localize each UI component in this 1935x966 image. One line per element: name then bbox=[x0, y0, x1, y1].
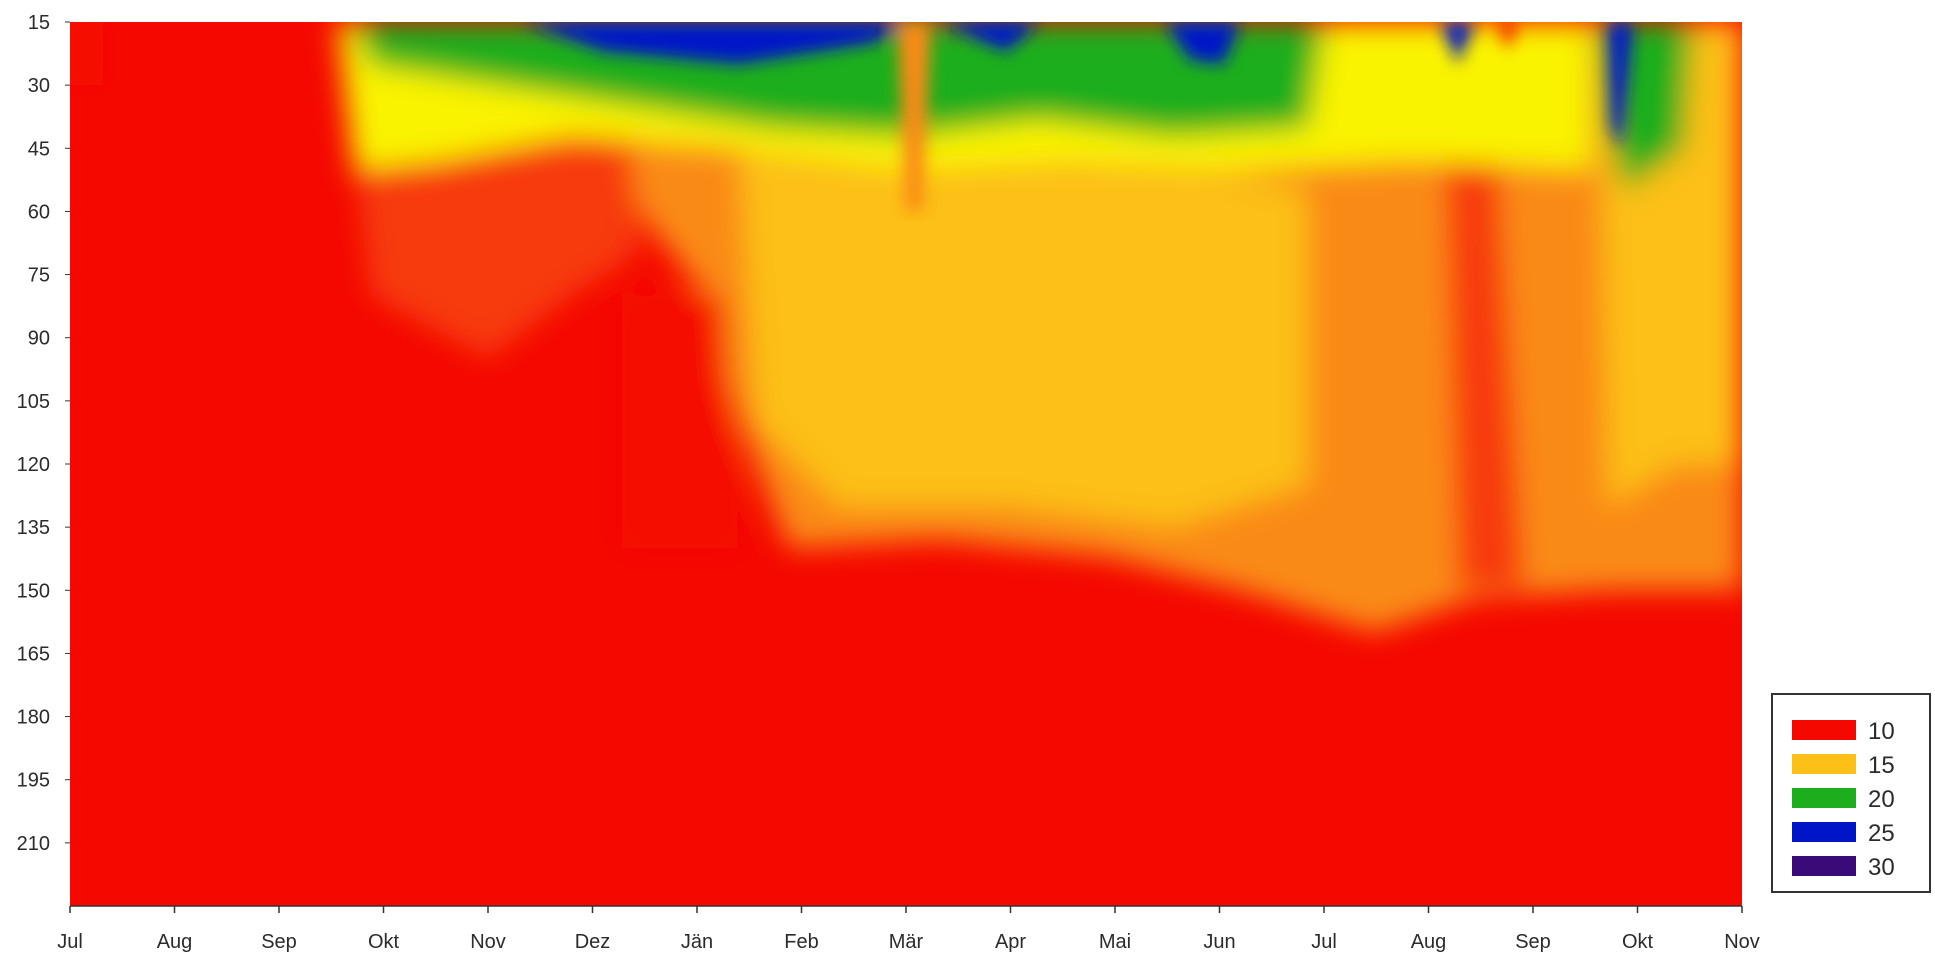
heatmap-blue-winter-patch bbox=[521, 22, 906, 65]
heatmap-yelloworange-field bbox=[738, 127, 1308, 528]
x-tick-label: Nov bbox=[1724, 931, 1760, 953]
legend-swatch bbox=[1792, 788, 1856, 808]
y-tick-label: 60 bbox=[28, 201, 50, 223]
x-tick-label: Dez bbox=[575, 931, 611, 953]
legend-swatch bbox=[1792, 720, 1856, 740]
x-tick-label: Jun bbox=[1203, 931, 1235, 953]
x-tick-label: Jän bbox=[681, 931, 713, 953]
y-tick-label: 195 bbox=[17, 770, 50, 792]
heatmap-aug-red-spot bbox=[1499, 22, 1517, 52]
x-tick-label: Okt bbox=[368, 931, 400, 953]
legend-label: 20 bbox=[1868, 786, 1895, 813]
axes: 15 30 45 60 75 90 105 120 135 150 165 180 195 210 Jul A… bbox=[17, 12, 1760, 953]
x-tick-label: Sep bbox=[261, 931, 297, 953]
x-tick-label: Okt bbox=[1622, 931, 1654, 953]
heatmap-blue-june-patch bbox=[1165, 22, 1241, 65]
x-tick-label: Aug bbox=[157, 931, 193, 953]
y-tick-label: 90 bbox=[28, 328, 50, 350]
y-tick-label: 105 bbox=[17, 391, 50, 413]
y-tick-label: 180 bbox=[17, 707, 50, 729]
y-tick-label: 75 bbox=[28, 265, 50, 287]
legend-label: 30 bbox=[1868, 854, 1895, 881]
legend-swatch bbox=[1792, 754, 1856, 774]
heatmap-blue-august-patch bbox=[1441, 22, 1475, 65]
y-tick-label: 150 bbox=[17, 580, 50, 602]
y-tick-label: 135 bbox=[17, 517, 50, 539]
x-tick-label: Mai bbox=[1099, 931, 1131, 953]
heatmap-red-january-tongue bbox=[621, 295, 739, 549]
x-tick-label: Apr bbox=[995, 931, 1026, 953]
legend-swatch bbox=[1792, 822, 1856, 842]
heatmap-green-surface-band bbox=[354, 22, 1324, 136]
y-tick-label: 210 bbox=[17, 833, 50, 855]
heatmap-july-corner bbox=[70, 22, 104, 86]
x-tick-label: Nov bbox=[470, 931, 506, 953]
x-tick-label: Aug bbox=[1411, 931, 1447, 953]
legend-swatch bbox=[1792, 856, 1856, 876]
heatmap-blue-september-streak bbox=[1608, 22, 1634, 149]
x-tick-label: Mär bbox=[889, 931, 924, 953]
y-tick-label: 165 bbox=[17, 643, 50, 665]
legend-label: 25 bbox=[1868, 820, 1895, 847]
y-tick-label: 120 bbox=[17, 454, 50, 476]
legend: 10 15 20 25 30 bbox=[1771, 693, 1931, 893]
y-tick-label: 15 bbox=[28, 12, 50, 34]
heatmap-plot-area bbox=[70, 22, 1742, 906]
x-tick-label: Jul bbox=[57, 931, 83, 953]
x-tick-label: Jul bbox=[1311, 931, 1337, 953]
legend-label: 15 bbox=[1868, 752, 1895, 779]
heatmap-march-streak bbox=[897, 22, 932, 212]
legend-label: 10 bbox=[1868, 718, 1895, 745]
x-tick-label: Sep bbox=[1515, 931, 1551, 953]
heatmap-blue-spring-patch bbox=[939, 22, 1040, 52]
y-tick-label: 30 bbox=[28, 75, 50, 97]
heatmap-summer-mixing-streak bbox=[1441, 43, 1525, 591]
y-tick-label: 45 bbox=[28, 138, 50, 160]
x-tick-label: Feb bbox=[784, 931, 818, 953]
